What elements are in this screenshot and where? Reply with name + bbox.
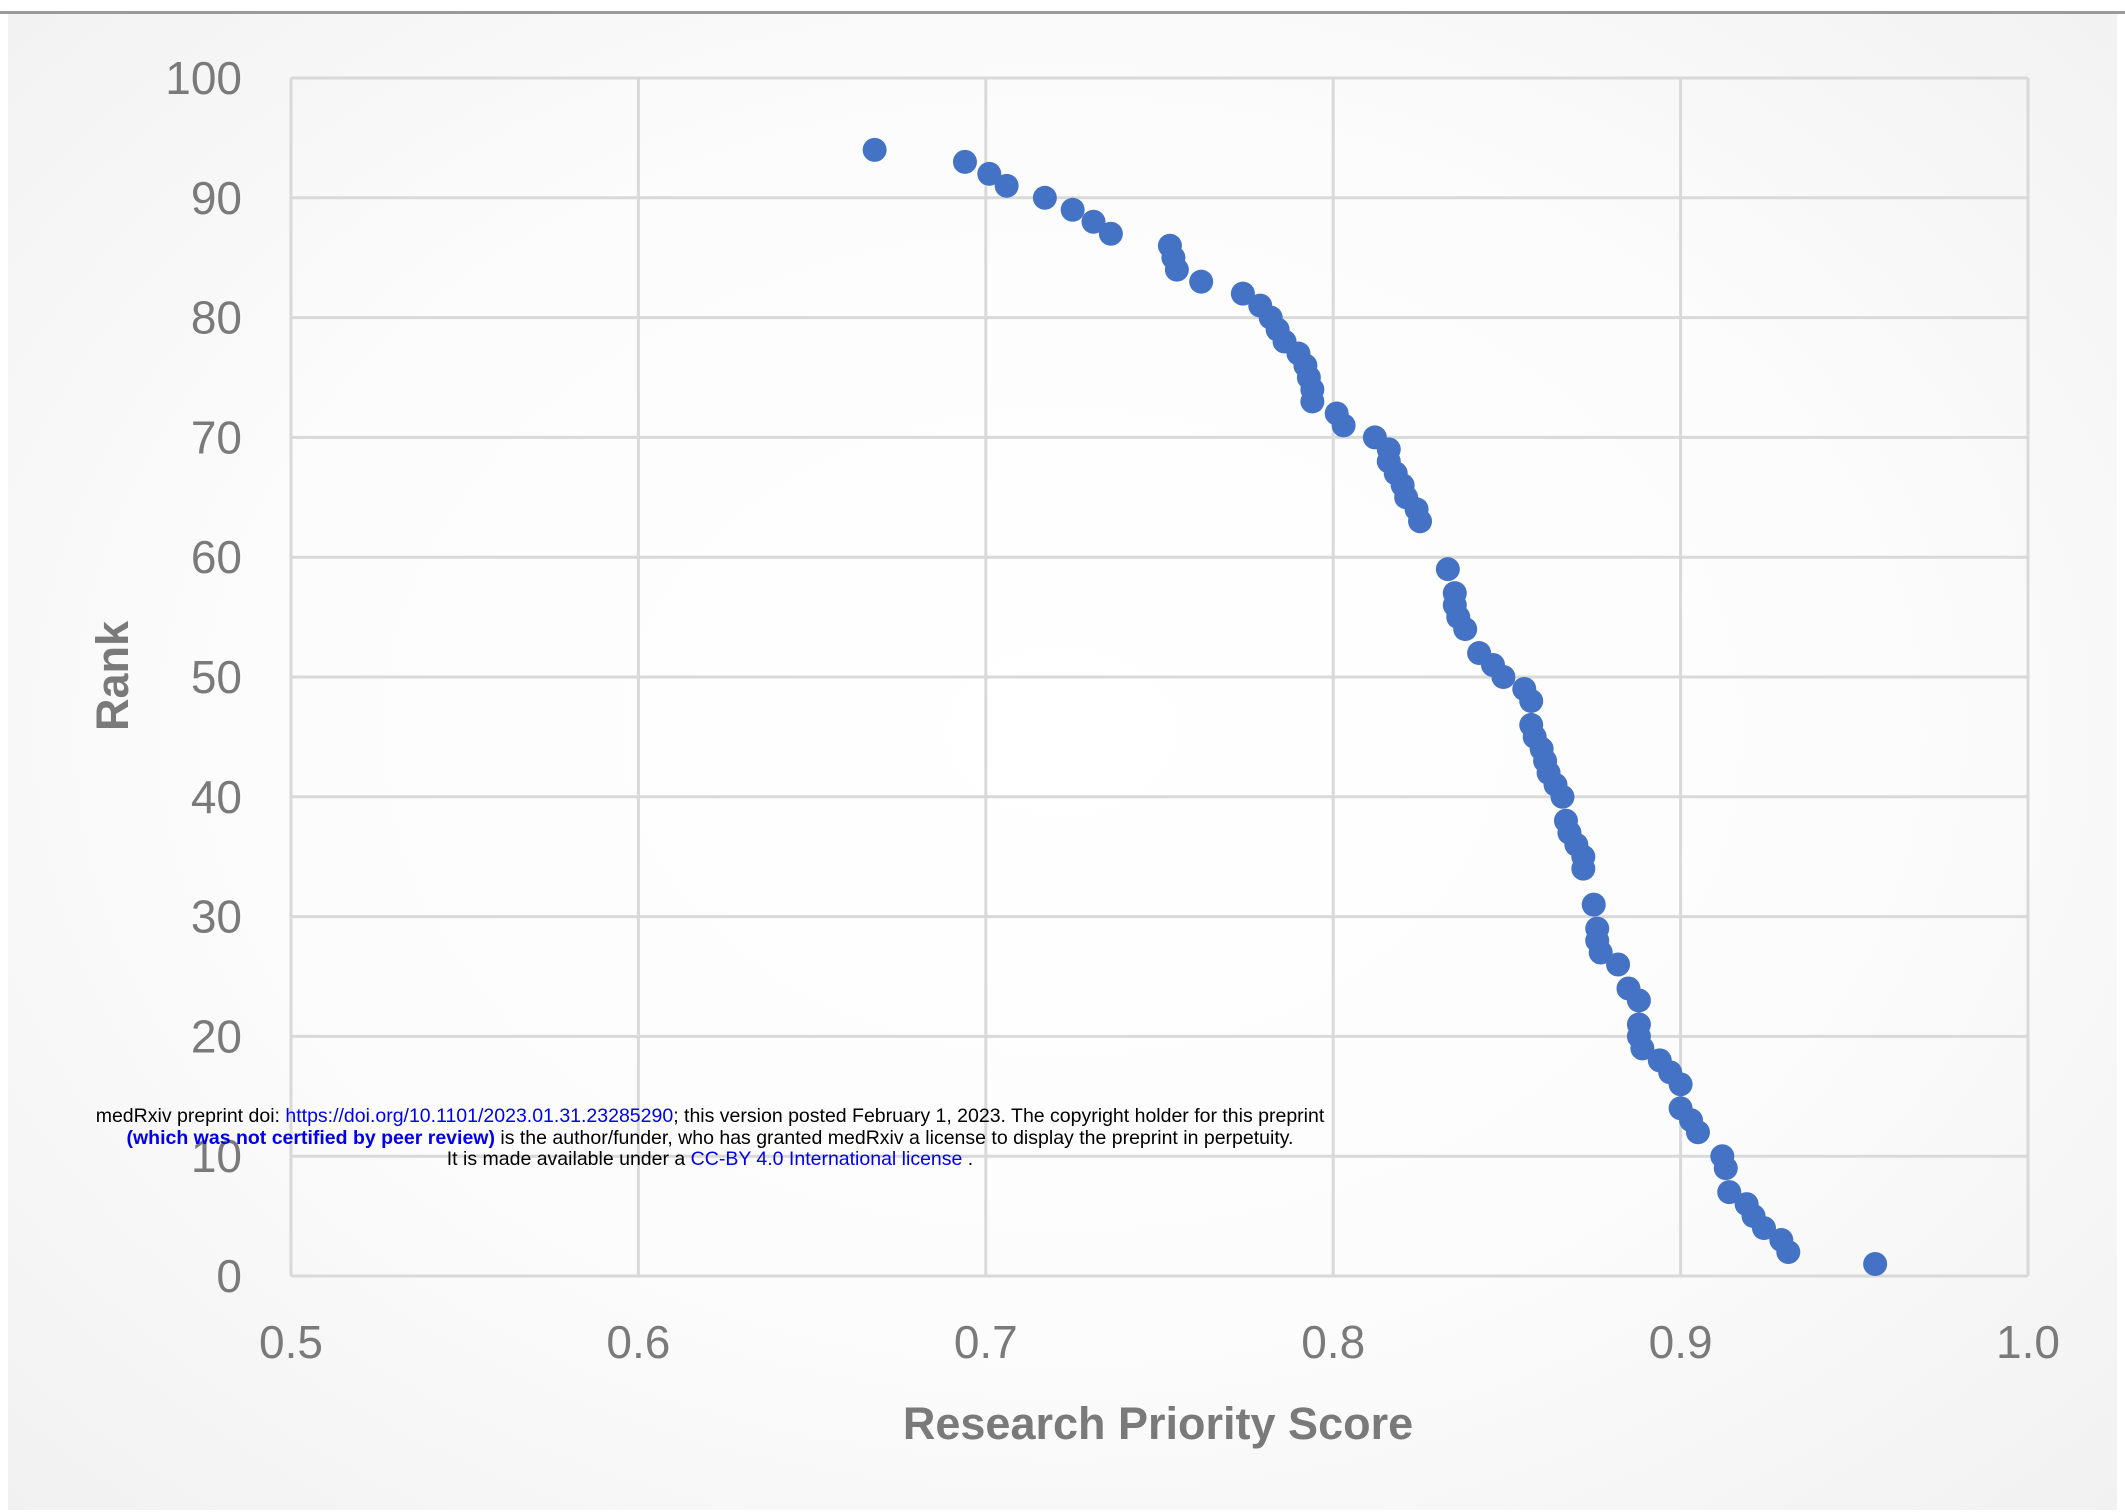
data-point xyxy=(1588,940,1613,965)
data-point xyxy=(1098,221,1123,246)
data-point xyxy=(1606,952,1631,977)
data-point xyxy=(1863,1252,1888,1277)
y-tick-label: 20 xyxy=(191,1010,242,1062)
notice-line-peer-review: (which was not certified by peer review)… xyxy=(40,1126,1380,1150)
y-axis-title: Rank xyxy=(87,620,138,731)
y-tick-label: 80 xyxy=(191,292,242,344)
x-tick-label: 1.0 xyxy=(1996,1316,2060,1368)
y-tick-label: 0 xyxy=(216,1250,242,1302)
y-tick-label: 90 xyxy=(191,172,242,224)
data-point xyxy=(977,161,1002,186)
data-point xyxy=(1581,892,1606,917)
notice-available-prefix: It is made available under a xyxy=(446,1148,691,1170)
data-point xyxy=(1685,1120,1710,1145)
data-point xyxy=(1189,269,1214,294)
x-tick-label: 0.6 xyxy=(606,1316,670,1368)
data-point xyxy=(1713,1156,1738,1181)
data-point xyxy=(952,149,977,174)
grid-lines xyxy=(289,76,2030,1278)
data-point xyxy=(1164,257,1189,282)
y-tick-label: 70 xyxy=(191,411,242,463)
data-point xyxy=(1630,1036,1655,1061)
notice-posted: ; this version posted February 1, 2023. … xyxy=(673,1105,1325,1127)
y-tick-label: 50 xyxy=(191,651,242,703)
data-point xyxy=(1408,509,1433,534)
notice-line-doi: medRxiv preprint doi: https://doi.org/10… xyxy=(40,1105,1380,1128)
data-point xyxy=(1081,209,1106,234)
tick-labels: 0 10 20 30 40 50 60 70 80 90 100 0.5 0.6 0.7 0.8 0.9 1.0 xyxy=(165,52,2060,1368)
peer-review-link[interactable]: (which was not certified by peer review) xyxy=(126,1126,495,1149)
top-rule xyxy=(0,11,2125,14)
license-link[interactable]: CC-BY 4.0 International license xyxy=(690,1148,963,1170)
data-point xyxy=(1032,185,1057,210)
y-tick-label: 100 xyxy=(165,52,242,104)
y-tick-label: 10 xyxy=(191,1130,242,1182)
x-tick-label: 0.8 xyxy=(1301,1316,1365,1368)
data-point xyxy=(1453,617,1478,642)
chart-background xyxy=(8,14,2117,1510)
notice-available-suffix: . xyxy=(962,1148,974,1170)
data-point xyxy=(994,173,1019,198)
data-point xyxy=(1300,389,1325,414)
x-tick-label: 0.5 xyxy=(259,1316,323,1368)
data-point xyxy=(1571,856,1596,881)
notice-line-license: It is made available under a CC-BY 4.0 I… xyxy=(40,1148,1380,1171)
data-point xyxy=(1230,281,1255,306)
x-tick-label: 0.9 xyxy=(1649,1316,1713,1368)
data-point xyxy=(1668,1072,1693,1097)
data-point xyxy=(1550,784,1575,809)
data-point xyxy=(1776,1240,1801,1265)
data-point xyxy=(862,137,887,162)
doi-link[interactable]: https://doi.org/10.1101/2023.01.31.23285… xyxy=(285,1105,674,1127)
x-axis-title: Research Priority Score xyxy=(903,1398,1413,1449)
data-point xyxy=(1491,665,1516,689)
data-point xyxy=(1060,197,1085,222)
data-point xyxy=(1717,1180,1742,1205)
data-point xyxy=(1751,1216,1776,1241)
data-point xyxy=(1519,688,1544,713)
notice-prefix: medRxiv preprint doi: xyxy=(95,1105,286,1127)
data-point xyxy=(1626,988,1651,1013)
data-point xyxy=(1331,413,1356,438)
preprint-notice: medRxiv preprint doi: https://doi.org/10… xyxy=(40,1105,1380,1171)
notice-holder: is the author/funder, who has granted me… xyxy=(494,1126,1294,1149)
y-tick-label: 30 xyxy=(191,891,242,943)
data-point xyxy=(1435,557,1460,582)
x-tick-label: 0.7 xyxy=(954,1316,1018,1368)
data-points xyxy=(862,137,1888,1277)
y-tick-label: 60 xyxy=(191,531,242,583)
y-tick-label: 40 xyxy=(191,771,242,823)
